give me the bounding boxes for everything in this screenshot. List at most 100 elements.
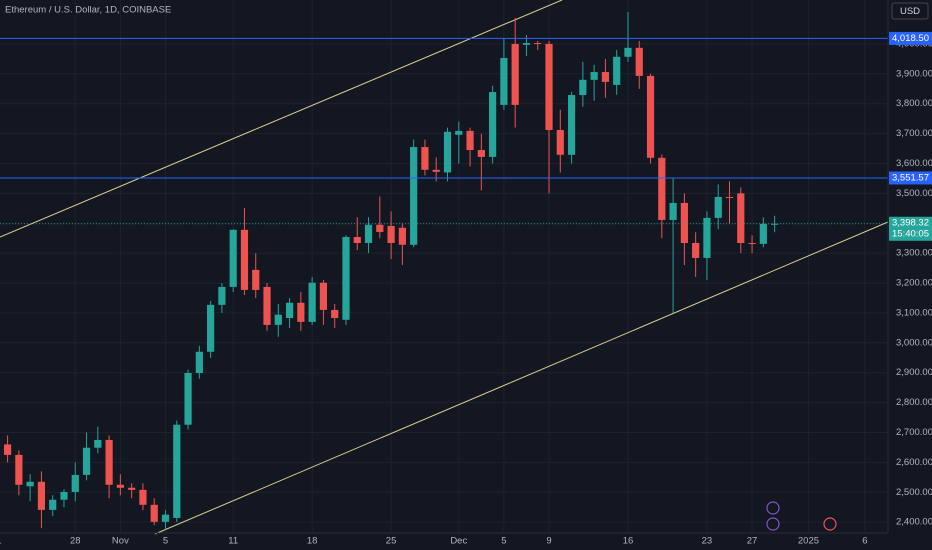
trend-line-lower [154, 221, 889, 535]
event-icon[interactable] [766, 501, 780, 515]
candle-body [105, 439, 113, 485]
candle-body [252, 269, 260, 290]
candle-body [477, 150, 485, 157]
event-icon[interactable] [823, 517, 837, 531]
x-tick-label: 9 [546, 536, 551, 547]
candle-body [692, 242, 700, 258]
candle-body [522, 43, 531, 45]
y-tick-label: 3,900.00 [896, 68, 932, 79]
last-price-label: 3,398.32 [892, 217, 929, 228]
y-tick-label: 3,800.00 [896, 98, 932, 109]
last-price-box [889, 216, 932, 241]
candle-body [567, 95, 576, 155]
x-tick-label: 21 [0, 536, 2, 547]
candle-body [240, 229, 249, 290]
price-level-label: 3,551.57 [892, 172, 929, 183]
candle-body [748, 242, 756, 244]
candle-body [579, 79, 587, 96]
x-tick-label: 16 [623, 536, 634, 547]
price-level-label-box [889, 171, 932, 185]
x-tick-label: 5 [501, 536, 506, 547]
candle-body [218, 286, 226, 305]
x-tick-label: 5 [163, 536, 168, 547]
x-tick-label: 6 [862, 536, 867, 547]
candle-body [319, 282, 328, 310]
candle-body [443, 131, 452, 173]
candle-body [49, 499, 57, 510]
y-tick-label: 2,500.00 [896, 487, 932, 498]
candle-body [15, 454, 23, 485]
candle-body [725, 196, 734, 198]
candle-body [331, 309, 339, 319]
candle-body [410, 147, 418, 245]
candle-body [60, 491, 68, 500]
x-tick-label: 11 [228, 536, 238, 547]
y-tick-label: 3,600.00 [896, 158, 932, 169]
candle-body [229, 229, 237, 287]
candle-body [116, 484, 124, 488]
trend-line-upper [0, 0, 563, 238]
candle-body [342, 237, 350, 320]
candle-body [737, 193, 745, 243]
candle-body [714, 196, 722, 218]
y-tick-label: 2,400.00 [896, 517, 932, 528]
candle-body [601, 72, 610, 82]
candle-body [139, 489, 147, 505]
candle-body [82, 447, 91, 475]
y-tick-label: 3,200.00 [896, 278, 932, 289]
candle-body [274, 314, 282, 325]
candle-body [500, 57, 508, 105]
y-tick-label: 2,700.00 [896, 427, 932, 438]
candle-body [285, 302, 294, 319]
candle-body [511, 43, 519, 105]
candle-body [703, 217, 711, 258]
event-icons [766, 501, 837, 531]
candle-body [150, 504, 158, 522]
y-tick-label: 3,100.00 [896, 307, 932, 318]
candle-body [398, 227, 406, 245]
price-level-label: 4,018.50 [892, 33, 929, 44]
candle-body [184, 372, 192, 425]
candle-body [658, 157, 666, 220]
candle-body [455, 130, 463, 135]
event-icon[interactable] [766, 517, 780, 531]
candle-body [432, 169, 440, 172]
x-tick-label: 2025 [798, 536, 819, 547]
candle-body [635, 47, 643, 76]
y-tick-label: 3,500.00 [896, 188, 932, 199]
y-tick-label: 3,700.00 [896, 128, 932, 139]
candle-body [353, 237, 361, 243]
candle-body [680, 202, 688, 243]
candle-body [489, 92, 497, 157]
candle-body [207, 304, 215, 352]
price-axis [888, 0, 932, 550]
countdown: 15:40:05 [892, 228, 929, 239]
candle-body [128, 487, 136, 490]
candle-body [94, 439, 102, 448]
candle-body [3, 444, 12, 455]
candle-body [195, 351, 203, 373]
candle-body [263, 286, 271, 325]
candle-body [71, 474, 79, 492]
candle-body [161, 514, 170, 522]
candle-body [624, 47, 632, 57]
candle-body [37, 481, 46, 510]
candle-body [466, 130, 474, 151]
currency[interactable]: USD [900, 6, 920, 17]
candle-body [759, 223, 767, 244]
currency-box[interactable] [891, 2, 929, 20]
candle-body [308, 282, 316, 322]
candle-body [545, 43, 553, 131]
candle-body [387, 225, 395, 243]
y-tick-label: 3,300.00 [896, 248, 932, 259]
x-tick-label: 28 [70, 536, 81, 547]
y-tick-label: 3,000.00 [896, 337, 932, 348]
candle-body [421, 147, 429, 170]
x-tick-label: Nov [112, 536, 129, 547]
candle-body [613, 56, 621, 85]
x-tick-label: Dec [450, 536, 467, 547]
candle-body [26, 481, 34, 487]
